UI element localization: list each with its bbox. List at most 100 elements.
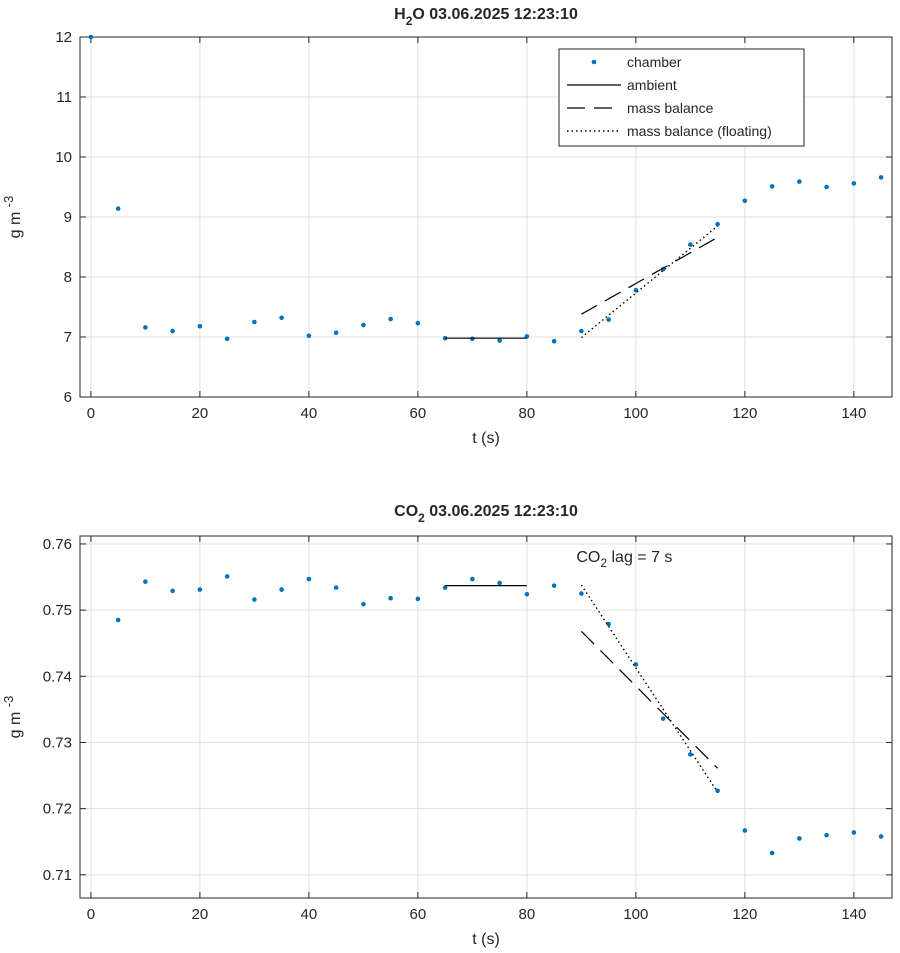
y-tick-label: 0.76 [43,536,72,553]
chamber-point [170,588,175,594]
chamber-point [497,338,502,343]
legend-label: mass balance [627,100,714,116]
chamber-point [688,242,693,247]
y-tick-label: 0.72 [43,801,72,818]
chamber-point [551,338,557,344]
legend-box [558,48,805,147]
chamber-point [524,334,530,339]
legend-label: chamber [627,54,682,70]
chamber-point [769,184,775,189]
chamber-point [715,788,720,794]
x-tick-label: 100 [623,405,648,422]
x-tick-label: 120 [732,906,757,923]
y-tick-label: 7 [64,329,72,346]
chamber-point [742,198,748,204]
chamber-point [415,596,421,602]
chamber-point [197,587,203,592]
chamber-point [797,179,802,184]
chamber-point [415,320,421,326]
chamber-point [252,597,257,602]
chamber-point [252,319,257,325]
legend-label: mass balance (floating) [627,123,772,139]
chamber-point [361,322,366,328]
chamber-point [170,328,175,334]
dotted-line-mass-balance-floating- [580,584,719,793]
chamber-point [769,850,775,856]
y-tick-label: 0.75 [43,602,72,619]
x-tick-label: 80 [519,906,536,923]
y-axis-label: g m -3 [1,696,24,739]
x-tick-label: 140 [841,405,866,422]
chamber-point [143,579,148,584]
x-tick-label: 0 [87,906,95,923]
chamber-point [851,181,857,186]
x-axis-label: t (s) [472,430,500,447]
y-tick-label: 0.73 [43,734,72,751]
chamber-point [279,587,284,592]
x-tick-label: 60 [410,405,427,422]
x-tick-label: 40 [301,405,318,422]
chamber-point [361,601,366,607]
chamber-point [115,617,121,623]
dashed-line-mass-balance [581,236,718,315]
chamber-point [279,315,284,321]
chamber-point [197,323,203,329]
y-tick-label: 6 [64,389,72,406]
x-tick-label: 20 [192,405,209,422]
y-tick-label: 12 [55,29,72,46]
x-tick-label: 40 [301,906,318,923]
chamber-point [606,621,611,627]
y-axis-label: g m -3 [1,196,24,239]
chamber-point [715,221,720,227]
chamber-point [224,336,230,342]
chart-title: CO2 03.06.2025 12:23:10 [394,503,578,525]
legend: chamber ambient mass balance mass balance (… [558,48,805,147]
chamber-point [824,832,829,838]
chamber-point [633,662,639,667]
chamber-point [143,325,148,330]
chamber-point [333,585,339,590]
chamber-point [660,716,666,721]
chamber-point [824,184,829,190]
y-tick-label: 10 [55,149,72,166]
y-tick-label: 9 [64,209,72,226]
chamber-point [878,175,884,180]
chamber-point [333,330,339,336]
y-tick-label: 11 [56,89,72,106]
dashed-line-mass-balance [580,630,719,769]
chamber-point [88,34,94,40]
chamber-point [306,576,312,582]
chamber-point [551,583,557,588]
legend-label: ambient [627,77,677,93]
chamber-point [388,595,393,601]
chamber-point [878,834,884,839]
x-tick-label: 80 [519,405,536,422]
chamber-point [851,830,857,835]
y-tick-label: 0.74 [43,668,72,685]
chamber-point [579,591,584,596]
chart-title: H2O 03.06.2025 12:23:10 [394,6,578,28]
dotted-line-mass-balance-floating- [580,225,719,339]
chamber-point [115,206,121,211]
x-tick-label: 100 [623,906,648,923]
chamber-point [742,828,748,833]
chart-1: 0 20 40 60 80 100 120 140 6 7 8 9 10 11 12 H2O 03.06.20… [1,6,893,447]
plot-box [79,535,893,899]
chamber-point [797,836,802,841]
chamber-point [688,752,693,757]
chamber-point [606,317,611,322]
chamber-point [388,316,393,322]
x-tick-label: 120 [732,405,757,422]
x-axis-label: t (s) [472,931,500,948]
y-tick-label: 0.71 [43,867,72,884]
chamber-point [579,328,584,334]
x-tick-label: 140 [841,906,866,923]
y-tick-label: 8 [64,269,72,286]
chamber-point [442,585,448,590]
chart-2: 0 20 40 60 80 100 120 140 0.71 0.72 0.73 0.74 0.75 0.… [1,503,893,948]
x-tick-label: 20 [192,906,209,923]
x-tick-label: 0 [87,405,95,422]
chamber-point [524,591,530,597]
chamber-point [497,580,502,586]
